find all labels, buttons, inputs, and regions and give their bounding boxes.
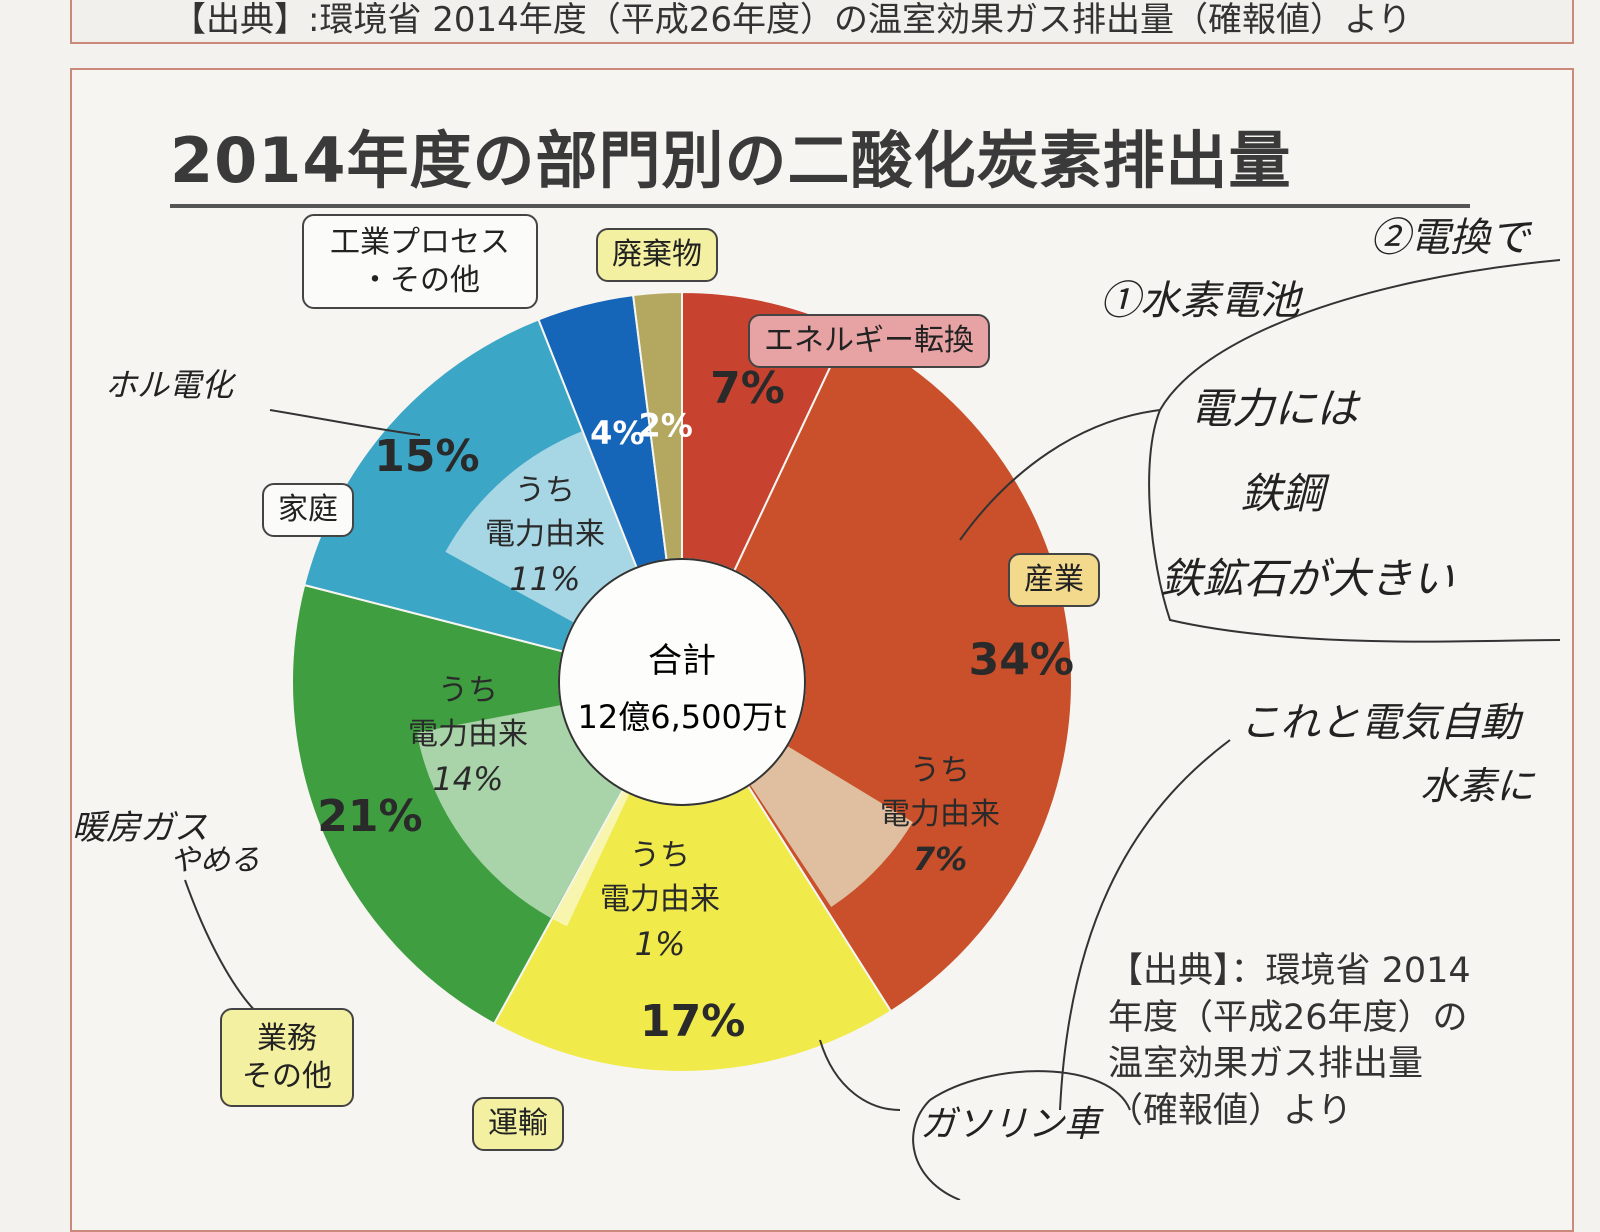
- callout-business-line1: 業務: [257, 1021, 317, 1056]
- source-line-3: 温室効果ガス排出量: [1108, 1044, 1424, 1085]
- subslice-value-label-3: 14%: [432, 760, 503, 798]
- handwritten-note-8: ガソリン車: [920, 1104, 1101, 1145]
- source-line-1: 【出典】：環境省 2014: [1108, 951, 1471, 991]
- callout-process-line1: 工業プロセス: [330, 225, 510, 260]
- callout-energy: エネルギー転換: [748, 314, 990, 368]
- subslice-caption-denryoku-4: 電力由来: [485, 517, 605, 552]
- subslice-caption-uchi-2: うち: [630, 838, 690, 873]
- subslice-caption-denryoku-1: 電力由来: [880, 797, 1000, 832]
- handwritten-line-4: [1159, 259, 1561, 411]
- slice-value-label-2: 17%: [640, 996, 745, 1047]
- pie-subslice-1: [749, 745, 913, 908]
- handwritten-note-5: 鉄鉱石が大きい: [1160, 554, 1455, 603]
- previous-source-band: 【出典】:環境省 2014年度（平成26年度）の温室効果ガス排出量（確報値）より: [70, 0, 1574, 44]
- source-note: 【出典】：環境省 2014 年度（平成26年度）の 温室効果ガス排出量 （確報値…: [1108, 948, 1558, 1134]
- subslice-caption-denryoku-3: 電力由来: [408, 717, 528, 752]
- handwritten-note-10: やめる: [170, 843, 260, 878]
- slice-value-label-0: 7%: [710, 363, 785, 414]
- handwritten-note-1: ①水素電池: [1100, 278, 1300, 324]
- handwritten-line-5: [184, 879, 266, 1021]
- annotation-lines: [184, 259, 1561, 1200]
- source-line-4: （確報値）より: [1108, 1090, 1353, 1131]
- callout-home: 家庭: [262, 483, 354, 537]
- pie-subslice-4: [445, 430, 637, 623]
- pie-subslice-3: [416, 705, 623, 918]
- callout-process-line2: ・その他: [360, 262, 480, 298]
- handwritten-note-3: 電力には: [1190, 384, 1359, 433]
- subslice-value-label-2: 1%: [635, 925, 686, 963]
- callout-business-line2: その他: [242, 1058, 332, 1094]
- callout-process: 工業プロセス ・その他: [302, 214, 538, 309]
- center-label: 合計: [648, 641, 716, 681]
- slice-group: [291, 290, 1074, 1073]
- center-circle: 合計 12億6,500万t: [558, 558, 806, 806]
- source-line-2: 年度（平成26年度）の: [1108, 997, 1468, 1038]
- chart-title: 2014年度の部門別の二酸化炭素排出量: [170, 110, 1470, 208]
- callout-transport: 運輸: [472, 1097, 564, 1151]
- slice-value-label-5: 4%: [590, 414, 644, 452]
- pie-subslice-2: [553, 790, 630, 927]
- handwritten-line-7: [819, 1039, 901, 1111]
- slice-value-label-3: 21%: [317, 791, 422, 842]
- handwritten-note-9: 暖房ガス: [72, 808, 208, 848]
- handwritten-note-7: 水素に: [1420, 764, 1535, 808]
- slice-value-label-1: 34%: [969, 635, 1074, 686]
- handwritten-note-4: 鉄鋼: [1240, 469, 1325, 518]
- slice-value-label-6: 2%: [639, 407, 693, 445]
- callout-business: 業務 その他: [220, 1008, 354, 1107]
- handwritten-line-6: [1059, 739, 1231, 1111]
- handwritten-note-2: ②電換で: [1370, 215, 1530, 261]
- callout-waste: 廃棄物: [596, 228, 718, 282]
- subslice-caption-uchi-1: うち: [910, 753, 970, 788]
- subslice-value-label-1: 7%: [913, 840, 967, 878]
- callout-industry: 産業: [1008, 553, 1100, 607]
- handwritten-circle: [912, 1070, 1131, 1200]
- center-total: 12億6,500万t: [578, 698, 787, 736]
- handwritten-note-11: ホル電化: [105, 366, 234, 404]
- handwritten-line-2: [959, 409, 1161, 541]
- handwritten-note-6: これと電気自動: [1240, 700, 1520, 746]
- pie-chart: 合計 12億6,500万t 7%34%17%21%15% 4%2%うち電力由来7%…: [184, 259, 1561, 1200]
- subslice-value-label-4: 11%: [509, 560, 580, 598]
- handwritten-line-1: [269, 409, 421, 436]
- handwritten-line-3: [1148, 409, 1561, 643]
- subslice-caption-uchi-3: うち: [438, 673, 498, 708]
- subslice-caption-denryoku-2: 電力由来: [600, 882, 720, 917]
- subslice-caption-uchi-4: うち: [515, 473, 575, 508]
- slice-value-label-4: 15%: [374, 431, 479, 482]
- previous-source-text: 【出典】:環境省 2014年度（平成26年度）の温室効果ガス排出量（確報値）より: [172, 0, 1412, 40]
